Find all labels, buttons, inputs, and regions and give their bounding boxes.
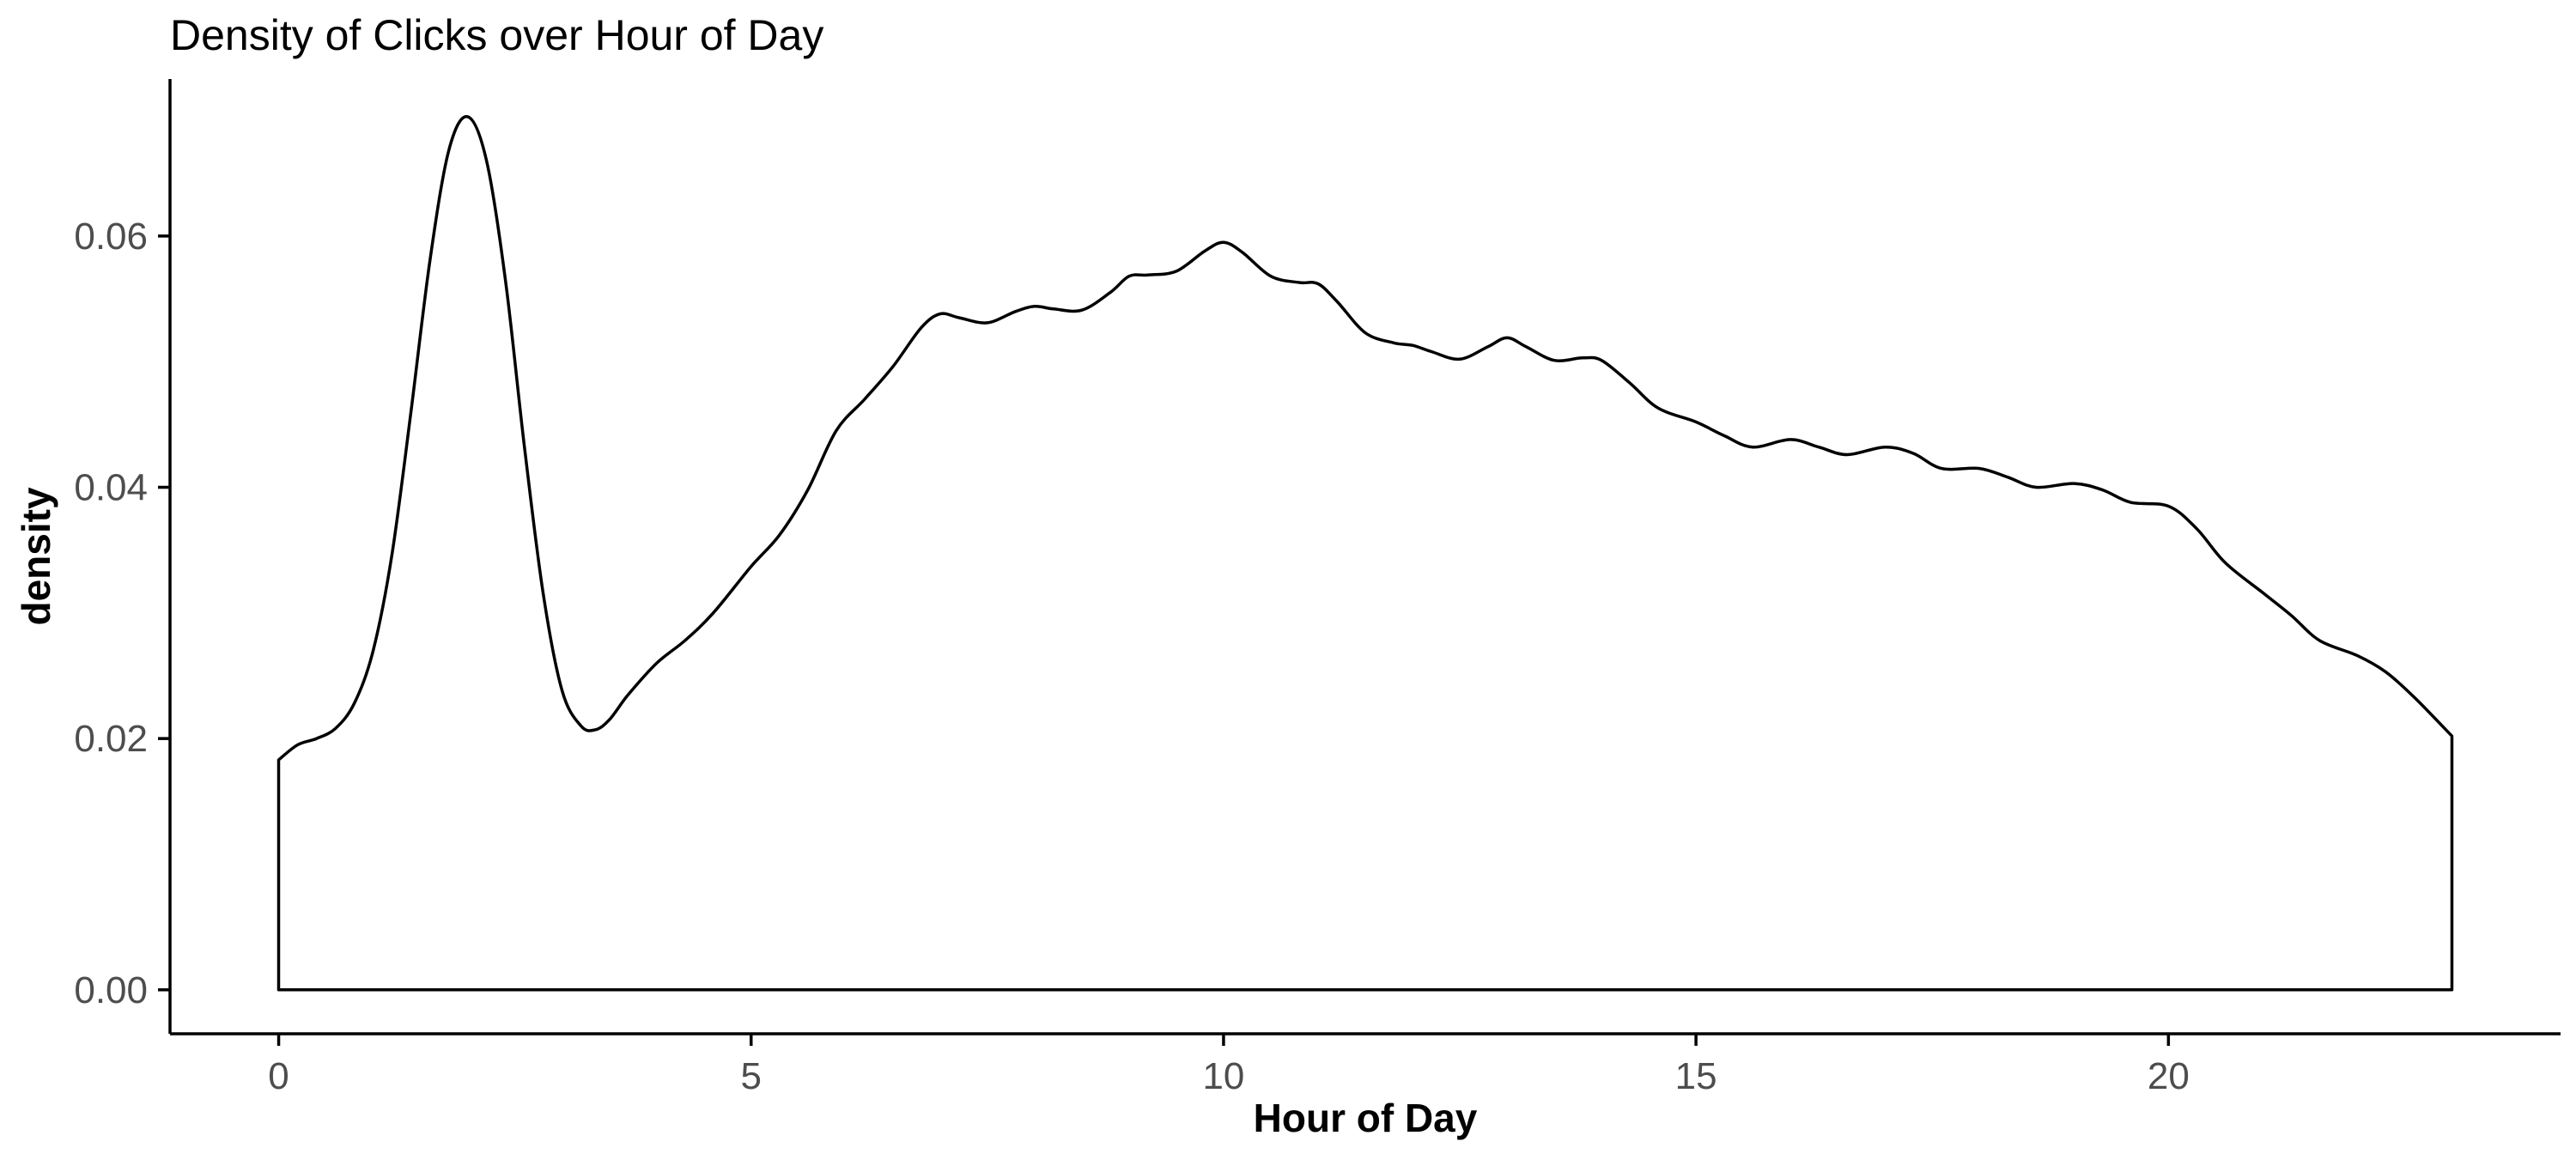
y-tick-label-2: 0.04 <box>74 467 148 509</box>
x-tick-label-5: 5 <box>741 1055 762 1097</box>
density-curve-0 <box>276 115 2454 992</box>
x-axis-title: Hour of Day <box>1254 1096 1478 1140</box>
x-tick-label-20: 20 <box>2148 1055 2190 1097</box>
y-axis-title: density <box>14 487 58 625</box>
axes <box>168 79 2561 1035</box>
x-tick-label-10: 10 <box>1202 1055 1244 1097</box>
plot-area <box>276 115 2454 992</box>
x-tick-label-0: 0 <box>268 1055 289 1097</box>
x-tick-label-15: 15 <box>1675 1055 1717 1097</box>
y-tick-label-0: 0.00 <box>74 969 148 1011</box>
ticks: 0 5 10 15 20 0.00 0.02 0.04 0.06 <box>74 216 2189 1097</box>
y-tick-label-1: 0.02 <box>74 718 148 760</box>
y-tick-label-3: 0.06 <box>74 216 148 258</box>
chart-title: Density of Clicks over Hour of Day <box>170 11 823 59</box>
